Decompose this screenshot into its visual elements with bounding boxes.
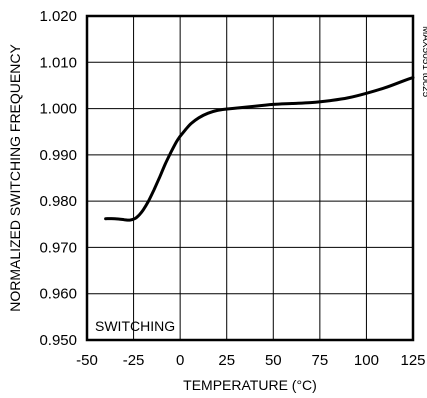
y-tick-label: 0.980 <box>39 193 77 210</box>
grid <box>87 16 413 340</box>
x-tick-label: -25 <box>123 352 145 369</box>
x-tick-label: 75 <box>312 352 329 369</box>
y-axis-ticks: 0.950 0.960 0.970 0.980 0.990 1.000 1.010 1.020 <box>39 8 77 349</box>
x-axis-ticks: -50 -25 0 25 50 75 100 125 <box>76 352 425 369</box>
figure-id: MAX5051 toc25 <box>420 26 427 98</box>
y-tick-label: 1.020 <box>39 8 77 25</box>
y-tick-label: 1.010 <box>39 54 77 71</box>
y-tick-label: 0.950 <box>39 332 77 349</box>
y-axis-label: NORMALIZED SWITCHING FREQUENCY <box>7 44 23 312</box>
y-tick-label: 0.970 <box>39 239 77 256</box>
x-tick-label: -50 <box>76 352 98 369</box>
series-line <box>104 76 415 222</box>
x-tick-label: 50 <box>265 352 282 369</box>
plot-frame <box>85 14 415 342</box>
x-tick-label: 125 <box>400 352 425 369</box>
y-tick-label: 0.960 <box>39 286 77 303</box>
x-axis-label: TEMPERATURE (°C) <box>183 377 317 393</box>
x-tick-label: 25 <box>218 352 235 369</box>
y-tick-label: 1.000 <box>39 101 77 118</box>
annotation-label: SWITCHING <box>95 318 175 334</box>
x-tick-label: 100 <box>354 352 379 369</box>
x-tick-label: 0 <box>176 352 184 369</box>
y-tick-label: 0.990 <box>39 147 77 164</box>
